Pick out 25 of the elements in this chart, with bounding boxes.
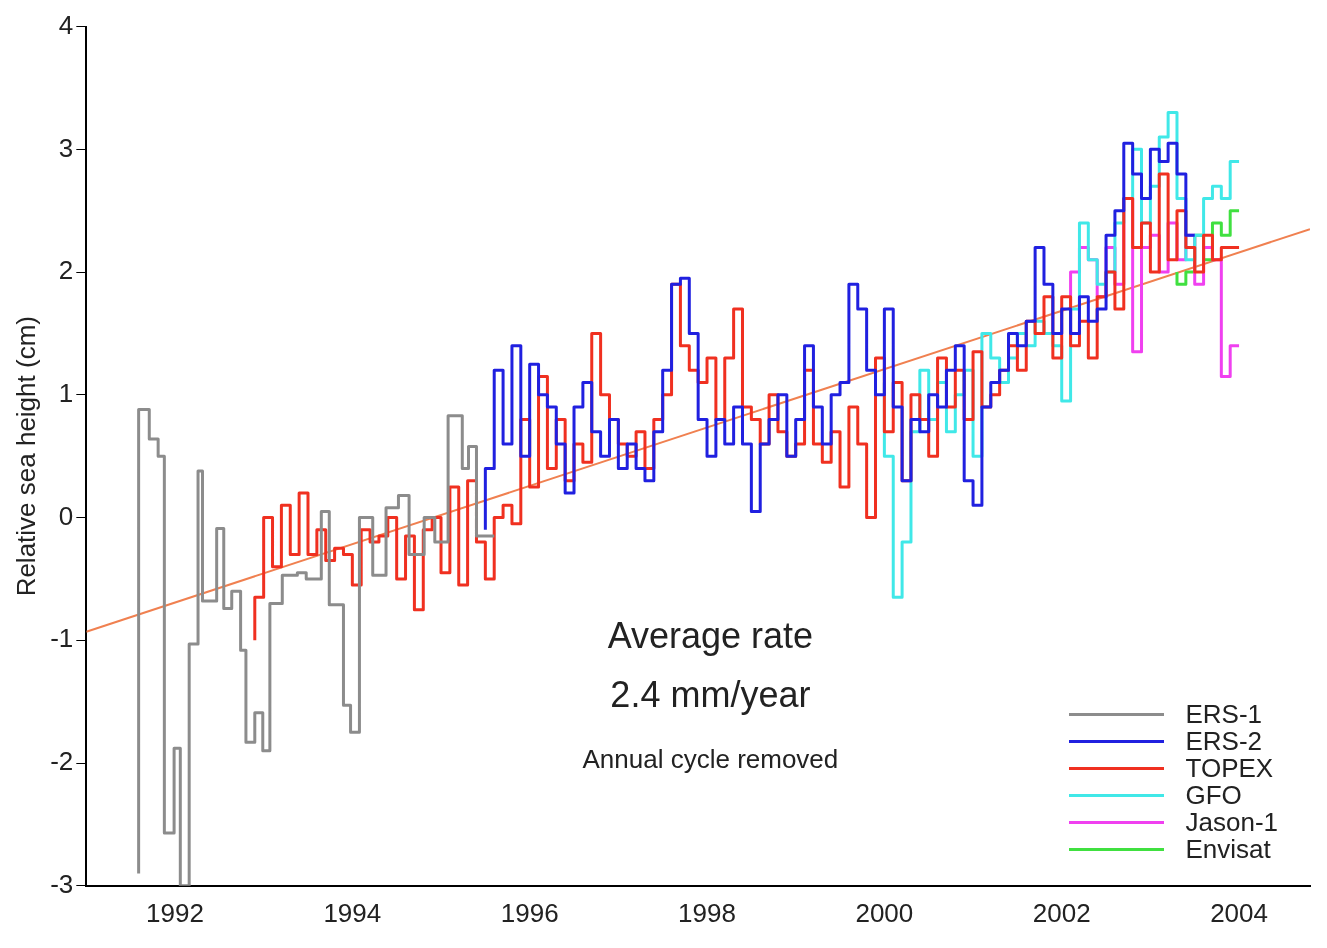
legend-label: ERS-1 <box>1185 699 1263 729</box>
x-tick-label: 2002 <box>1032 897 1091 928</box>
legend-label: TOPEX <box>1185 753 1274 783</box>
x-tick-label: 1996 <box>500 897 559 928</box>
annotation: 2.4 mm/year <box>610 673 811 715</box>
y-tick-label: 4 <box>58 9 74 40</box>
y-axis-title: Relative sea height (cm) <box>10 316 41 597</box>
y-tick-label: -2 <box>50 746 74 777</box>
y-tick-label: -1 <box>50 623 74 654</box>
annotation: Annual cycle removed <box>582 744 839 775</box>
legend-label: ERS-2 <box>1185 726 1263 756</box>
annotation: Average rate <box>607 615 814 657</box>
y-tick-label: 1 <box>58 378 74 408</box>
legend-label: Jason-1 <box>1185 807 1278 837</box>
x-tick-label: 2004 <box>1210 897 1268 928</box>
x-tick-label: 1998 <box>678 897 736 928</box>
legend-label: GFO <box>1185 780 1242 810</box>
x-tick-label: 1994 <box>323 897 382 928</box>
y-tick-label: 3 <box>58 132 74 163</box>
x-tick-label: 2000 <box>855 897 914 928</box>
y-tick-label: -3 <box>50 868 74 899</box>
y-tick-label: 0 <box>58 500 74 531</box>
y-tick-label: 2 <box>58 255 74 286</box>
x-tick-label: 1992 <box>146 897 204 928</box>
legend-label: Envisat <box>1185 834 1271 864</box>
